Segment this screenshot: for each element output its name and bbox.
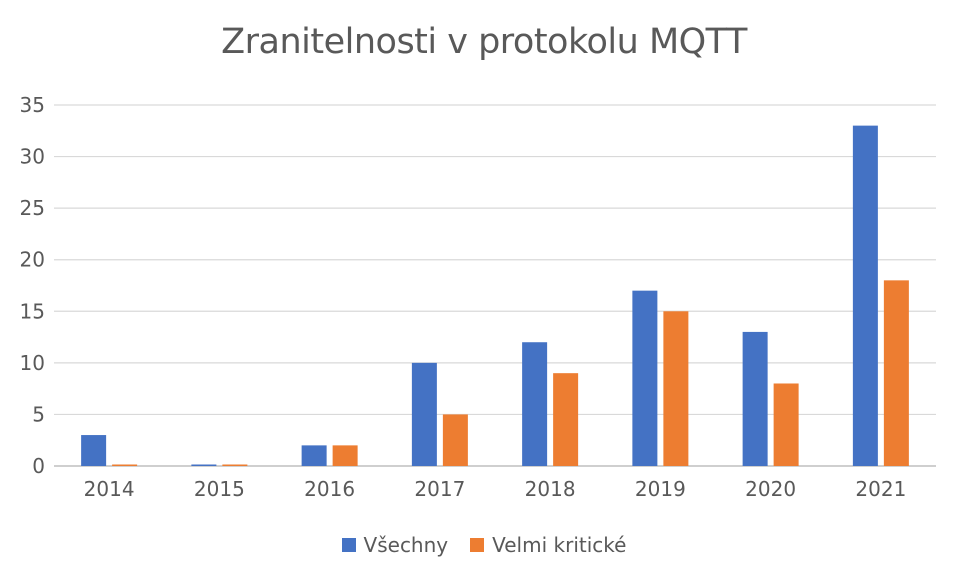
bar-velmi-kriticke-2020[interactable] (773, 383, 799, 466)
x-tick-label: 2017 (414, 477, 465, 501)
bar-velmi-kriticke-2016[interactable] (332, 445, 358, 466)
legend-label-vsechny: Všechny (363, 533, 449, 557)
y-tick-label: 10 (20, 351, 45, 375)
legend: Všechny Velmi kritické (0, 533, 968, 557)
x-tick-label: 2019 (635, 477, 686, 501)
x-tick-label: 2014 (84, 477, 135, 501)
bar-velmi-kriticke-2019[interactable] (663, 311, 689, 466)
legend-item-velmi-kriticke[interactable]: Velmi kritické (470, 533, 626, 557)
x-tick-label: 2016 (304, 477, 355, 501)
legend-item-vsechny[interactable]: Všechny (341, 533, 449, 557)
x-axis-ticks: 2014 2015 2016 2017 2018 2019 2020 2021 (84, 477, 907, 501)
y-tick-label: 25 (20, 196, 45, 220)
x-tick-label: 2020 (745, 477, 796, 501)
bar-vsechny-2015[interactable] (191, 464, 217, 467)
bar-vsechny-2014[interactable] (81, 435, 107, 466)
bars (81, 125, 909, 467)
bar-vsechny-2017[interactable] (411, 362, 437, 466)
y-tick-label: 15 (20, 299, 45, 323)
gridlines (54, 104, 936, 467)
y-tick-label: 35 (20, 93, 45, 117)
legend-swatch-vsechny (341, 538, 356, 552)
y-axis-ticks: 0 5 10 15 20 25 30 35 (20, 93, 45, 478)
bar-velmi-kriticke-2018[interactable] (553, 373, 579, 466)
y-tick-label: 20 (20, 248, 45, 272)
bar-vsechny-2020[interactable] (742, 331, 768, 466)
y-tick-label: 5 (32, 402, 45, 426)
y-tick-label: 0 (32, 454, 45, 478)
bar-vsechny-2019[interactable] (632, 290, 658, 466)
y-tick-label: 30 (20, 145, 45, 169)
bar-vsechny-2016[interactable] (301, 445, 327, 466)
x-tick-label: 2015 (194, 477, 245, 501)
legend-swatch-velmi-kriticke (470, 538, 485, 552)
chart-title: Zranitelnosti v protokolu MQTT (221, 22, 747, 62)
bar-velmi-kriticke-2021[interactable] (883, 280, 909, 466)
x-tick-label: 2018 (525, 477, 576, 501)
bar-vsechny-2021[interactable] (852, 125, 878, 466)
bar-velmi-kriticke-2017[interactable] (442, 414, 468, 466)
x-tick-label: 2021 (855, 477, 906, 501)
bar-vsechny-2018[interactable] (522, 342, 548, 466)
bar-velmi-kriticke-2014[interactable] (112, 464, 138, 467)
legend-label-velmi-kriticke: Velmi kritické (492, 533, 627, 557)
bar-velmi-kriticke-2015[interactable] (222, 464, 248, 467)
